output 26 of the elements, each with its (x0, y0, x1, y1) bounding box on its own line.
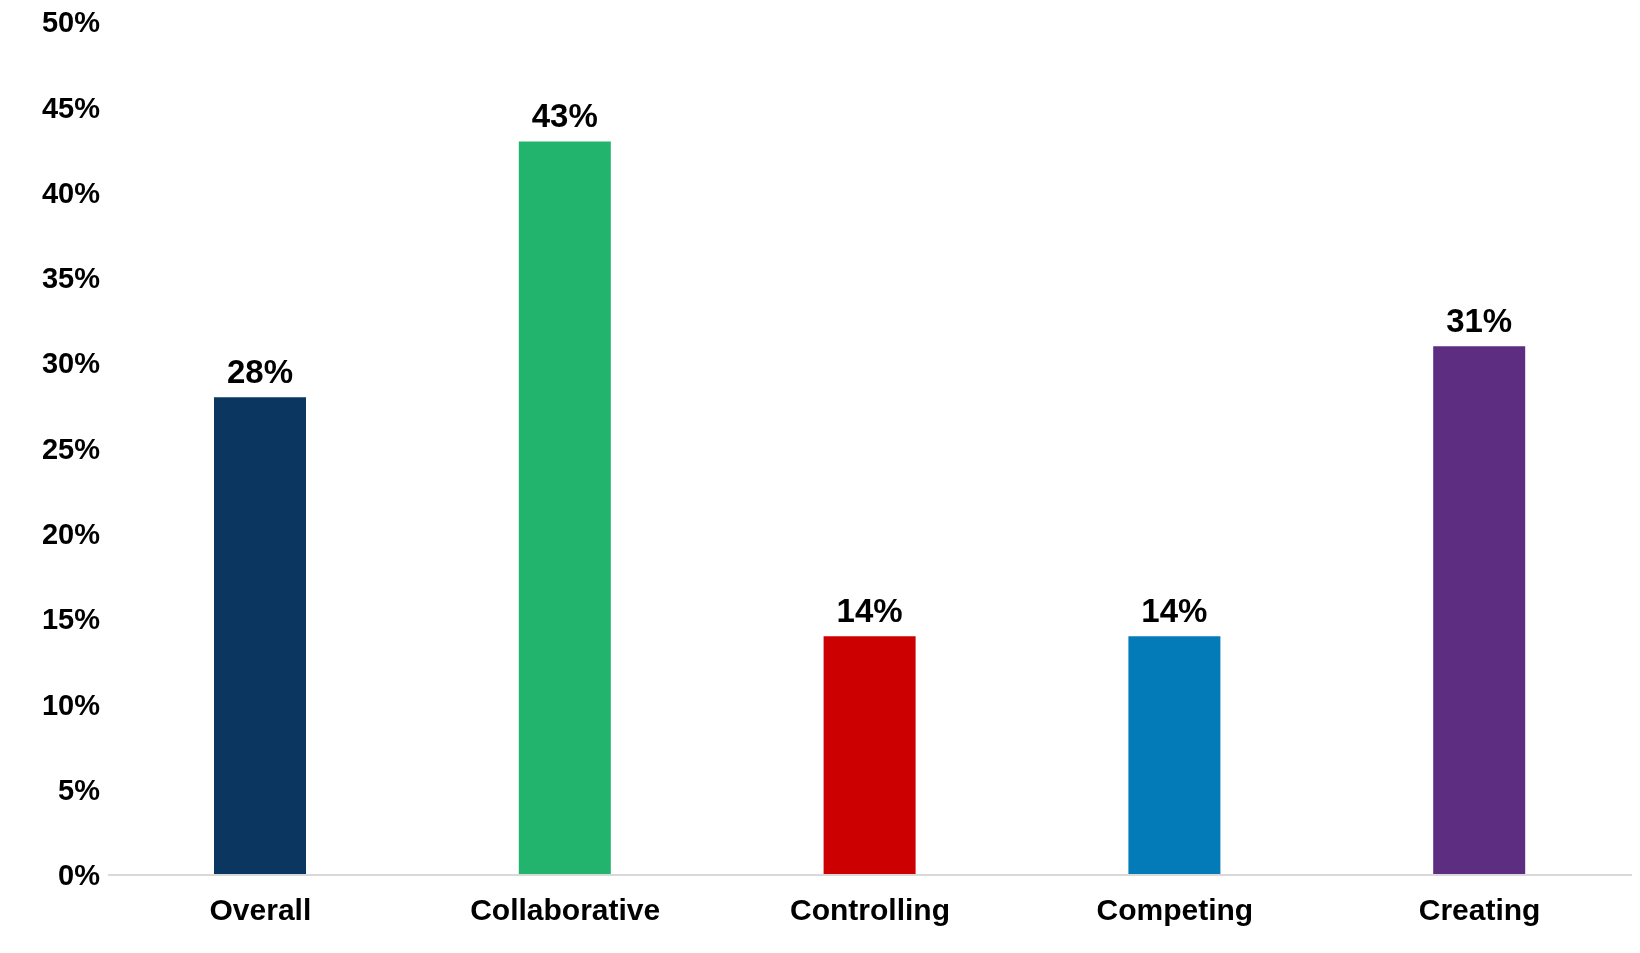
x-tick-label: Competing (1096, 893, 1254, 927)
y-tick-label: 30% (41, 347, 101, 380)
bar (214, 397, 306, 875)
x-tick-label: Controlling (790, 893, 950, 927)
y-tick-label: 45% (41, 91, 101, 124)
x-tick-label: Creating (1418, 893, 1541, 927)
y-tick-label: 5% (58, 773, 101, 806)
y-tick-label: 40% (41, 176, 101, 209)
bar (823, 636, 916, 875)
data-label: 14% (1141, 592, 1208, 630)
y-tick-label: 0% (58, 859, 101, 892)
data-label: 43% (531, 97, 598, 135)
y-tick-label: 50% (41, 6, 101, 39)
x-tick-label: Overall (209, 893, 312, 927)
y-tick-label: 10% (41, 688, 101, 721)
data-label: 31% (1446, 302, 1513, 340)
y-tick-label: 35% (41, 262, 101, 295)
y-tick-label: 25% (41, 432, 101, 465)
y-tick-label: 20% (41, 518, 101, 551)
x-tick-label: Collaborative (470, 893, 661, 927)
bar (518, 141, 611, 875)
data-label: 14% (836, 592, 903, 630)
bar (1128, 636, 1221, 875)
y-tick-label: 15% (41, 603, 101, 636)
data-label: 28% (226, 353, 294, 391)
bar (1433, 346, 1526, 875)
